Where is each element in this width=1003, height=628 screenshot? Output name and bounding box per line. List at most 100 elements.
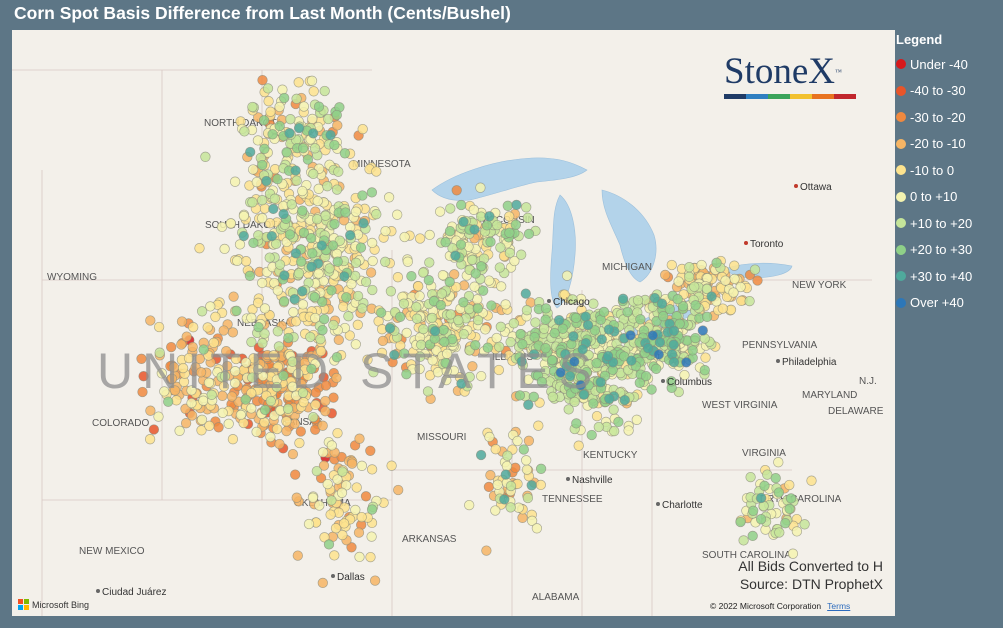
basis-point[interactable]: [577, 344, 588, 355]
basis-point[interactable]: [521, 305, 533, 316]
basis-point[interactable]: [315, 346, 327, 357]
basis-point[interactable]: [478, 285, 489, 296]
basis-point[interactable]: [270, 238, 282, 250]
basis-point[interactable]: [759, 480, 770, 491]
basis-point[interactable]: [422, 386, 434, 397]
basis-point[interactable]: [298, 101, 310, 112]
basis-point[interactable]: [575, 380, 586, 391]
basis-point[interactable]: [523, 399, 534, 410]
basis-point[interactable]: [320, 395, 331, 407]
basis-point[interactable]: [512, 435, 523, 447]
basis-point[interactable]: [745, 471, 756, 483]
basis-point[interactable]: [515, 328, 526, 340]
basis-point[interactable]: [332, 120, 343, 131]
basis-point[interactable]: [217, 407, 228, 418]
basis-point[interactable]: [626, 355, 637, 366]
basis-point[interactable]: [674, 318, 685, 329]
basis-point[interactable]: [269, 193, 280, 204]
basis-point[interactable]: [681, 357, 692, 368]
basis-point[interactable]: [308, 168, 319, 180]
map-canvas[interactable]: NORTH DAKOTASOUTH DAKOTAMINNESOTAWISCONS…: [12, 30, 895, 616]
basis-point[interactable]: [632, 295, 644, 306]
basis-point[interactable]: [293, 122, 305, 134]
basis-point[interactable]: [573, 440, 584, 451]
basis-point[interactable]: [647, 330, 658, 341]
basis-point[interactable]: [521, 464, 533, 475]
basis-point[interactable]: [278, 208, 289, 220]
basis-point[interactable]: [540, 314, 551, 325]
basis-point[interactable]: [640, 370, 652, 382]
basis-point[interactable]: [350, 339, 361, 350]
basis-point[interactable]: [362, 354, 373, 365]
basis-point[interactable]: [402, 256, 413, 267]
basis-point[interactable]: [350, 206, 362, 217]
basis-point[interactable]: [435, 300, 447, 311]
basis-point[interactable]: [264, 218, 276, 229]
basis-point[interactable]: [389, 349, 400, 361]
basis-point[interactable]: [309, 143, 321, 154]
basis-point[interactable]: [353, 527, 365, 538]
basis-point[interactable]: [365, 445, 376, 456]
basis-point[interactable]: [230, 366, 241, 377]
basis-point[interactable]: [651, 363, 662, 374]
basis-point[interactable]: [523, 374, 534, 385]
basis-point[interactable]: [307, 492, 319, 503]
basis-point[interactable]: [302, 154, 314, 165]
basis-point[interactable]: [770, 472, 781, 484]
map-svg[interactable]: NORTH DAKOTASOUTH DAKOTAMINNESOTAWISCONS…: [12, 30, 895, 616]
basis-point[interactable]: [500, 299, 511, 310]
basis-point[interactable]: [365, 267, 377, 278]
basis-point[interactable]: [752, 275, 763, 286]
basis-point[interactable]: [194, 243, 205, 254]
basis-point[interactable]: [317, 447, 329, 458]
basis-point[interactable]: [510, 219, 521, 230]
basis-point[interactable]: [517, 339, 528, 350]
basis-point[interactable]: [528, 349, 540, 360]
basis-point[interactable]: [401, 327, 412, 339]
basis-point[interactable]: [339, 148, 351, 159]
basis-point[interactable]: [493, 364, 505, 376]
basis-point[interactable]: [578, 389, 590, 400]
basis-point[interactable]: [518, 444, 529, 455]
basis-point[interactable]: [136, 353, 147, 364]
basis-point[interactable]: [523, 228, 535, 240]
basis-point[interactable]: [591, 410, 603, 422]
basis-point[interactable]: [330, 523, 342, 534]
basis-point[interactable]: [380, 225, 391, 237]
basis-point[interactable]: [263, 96, 274, 107]
basis-point[interactable]: [484, 211, 495, 222]
basis-point[interactable]: [481, 220, 493, 231]
basis-point[interactable]: [492, 219, 503, 231]
basis-point[interactable]: [196, 414, 208, 425]
basis-point[interactable]: [561, 270, 573, 281]
basis-point[interactable]: [332, 474, 343, 485]
basis-point[interactable]: [244, 270, 256, 281]
basis-point[interactable]: [469, 224, 480, 235]
basis-point[interactable]: [166, 373, 178, 384]
basis-point[interactable]: [455, 239, 467, 250]
basis-point[interactable]: [511, 199, 522, 211]
basis-point[interactable]: [528, 391, 539, 402]
basis-point[interactable]: [137, 386, 148, 398]
legend-item[interactable]: +10 to +20: [896, 210, 1001, 237]
basis-point[interactable]: [749, 264, 761, 275]
basis-point[interactable]: [259, 404, 271, 416]
basis-point[interactable]: [326, 440, 337, 451]
basis-point[interactable]: [303, 518, 315, 530]
basis-point[interactable]: [317, 324, 328, 336]
basis-point[interactable]: [530, 317, 541, 328]
basis-point[interactable]: [701, 311, 713, 322]
basis-point[interactable]: [458, 328, 469, 340]
basis-point[interactable]: [205, 301, 216, 312]
basis-point[interactable]: [684, 271, 695, 282]
basis-point[interactable]: [221, 346, 232, 357]
basis-point[interactable]: [307, 113, 318, 125]
basis-point[interactable]: [472, 303, 483, 314]
basis-point[interactable]: [219, 243, 230, 255]
basis-point[interactable]: [246, 403, 257, 414]
basis-point[interactable]: [673, 276, 684, 287]
basis-point[interactable]: [523, 435, 535, 446]
basis-point[interactable]: [234, 239, 246, 250]
basis-point[interactable]: [176, 339, 187, 350]
basis-point[interactable]: [668, 339, 679, 350]
